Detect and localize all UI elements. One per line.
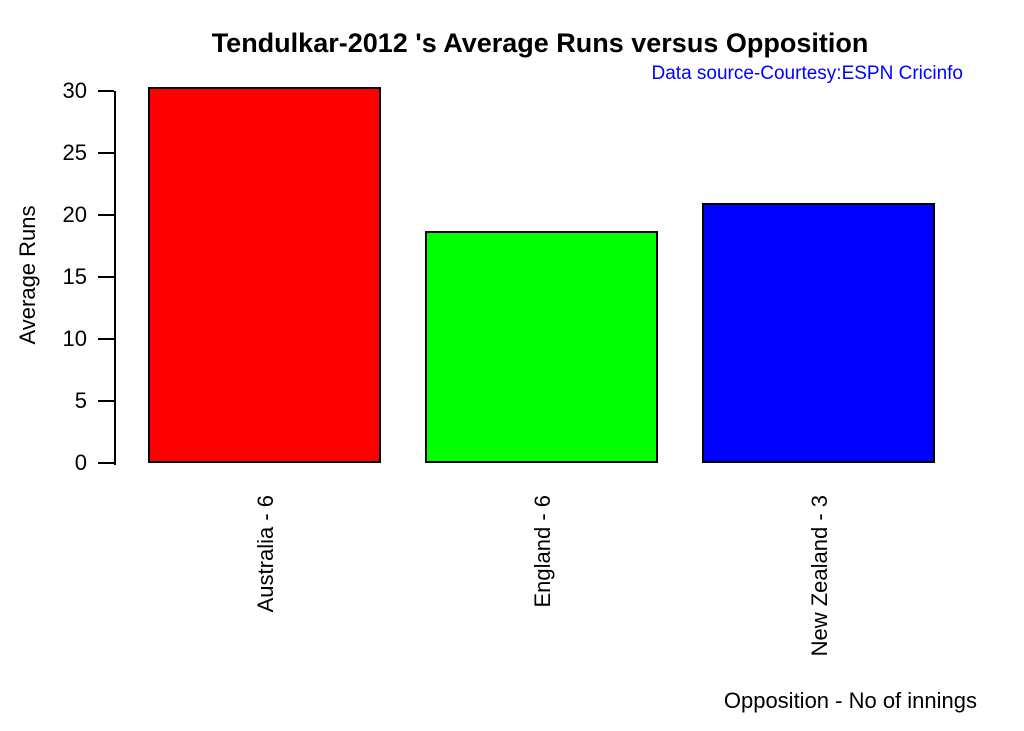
y-tick-label: 5 [74, 388, 87, 413]
y-tick [98, 462, 114, 464]
y-tick [98, 276, 114, 278]
y-tick [98, 152, 114, 154]
chart-subtitle: Data source-Courtesy:ESPN Cricinfo [651, 63, 964, 84]
y-tick-label: 30 [62, 78, 87, 103]
y-tick [98, 90, 114, 92]
bar-england-6 [425, 231, 658, 463]
y-tick-label: 10 [62, 326, 87, 351]
x-category-label-text: Australia - 6 [252, 495, 278, 613]
x-category-label-text: New Zealand - 3 [806, 495, 832, 657]
y-tick [98, 400, 114, 402]
chart-title: Tendulkar-2012 's Average Runs versus Op… [211, 28, 869, 58]
y-axis-line [114, 91, 116, 465]
y-tick-label: 15 [62, 264, 87, 289]
y-tick-label: 25 [62, 140, 87, 165]
x-category-label-text: England - 6 [529, 495, 555, 608]
y-tick [98, 338, 114, 340]
y-tick [98, 214, 114, 216]
x-axis-label: Opposition - No of innings [723, 688, 977, 713]
bar-australia-6 [148, 87, 381, 463]
bar-new-zealand-3 [702, 203, 935, 463]
y-tick-label: 0 [74, 450, 87, 475]
y-tick-label: 20 [62, 202, 87, 227]
